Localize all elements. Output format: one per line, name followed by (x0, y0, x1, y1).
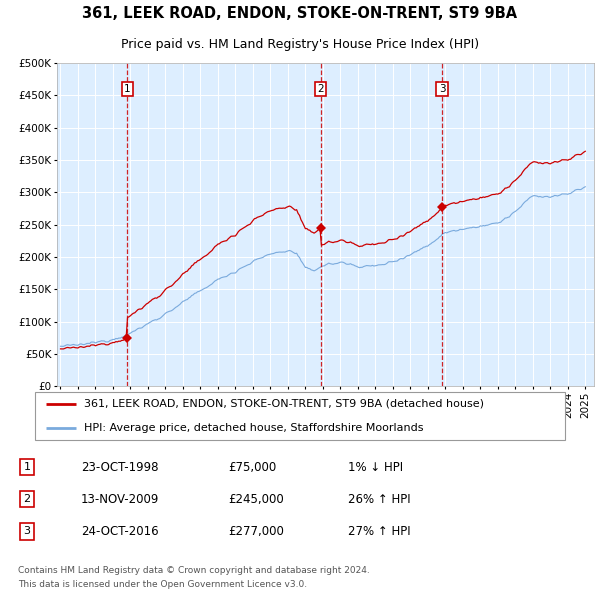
Text: 3: 3 (23, 526, 31, 536)
Text: 2: 2 (317, 84, 324, 94)
Text: This data is licensed under the Open Government Licence v3.0.: This data is licensed under the Open Gov… (18, 579, 307, 589)
Text: HPI: Average price, detached house, Staffordshire Moorlands: HPI: Average price, detached house, Staf… (84, 422, 424, 432)
Text: 361, LEEK ROAD, ENDON, STOKE-ON-TRENT, ST9 9BA (detached house): 361, LEEK ROAD, ENDON, STOKE-ON-TRENT, S… (84, 399, 484, 409)
Text: 13-NOV-2009: 13-NOV-2009 (81, 493, 160, 506)
Text: Contains HM Land Registry data © Crown copyright and database right 2024.: Contains HM Land Registry data © Crown c… (18, 566, 370, 575)
Text: £75,000: £75,000 (228, 461, 276, 474)
FancyBboxPatch shape (35, 392, 565, 440)
Text: 361, LEEK ROAD, ENDON, STOKE-ON-TRENT, ST9 9BA: 361, LEEK ROAD, ENDON, STOKE-ON-TRENT, S… (82, 6, 518, 21)
Text: 1: 1 (124, 84, 131, 94)
Text: 2: 2 (23, 494, 31, 504)
Text: 1: 1 (23, 462, 31, 472)
Text: Price paid vs. HM Land Registry's House Price Index (HPI): Price paid vs. HM Land Registry's House … (121, 38, 479, 51)
Text: 27% ↑ HPI: 27% ↑ HPI (348, 525, 410, 538)
Text: £277,000: £277,000 (228, 525, 284, 538)
Text: 3: 3 (439, 84, 445, 94)
Text: 26% ↑ HPI: 26% ↑ HPI (348, 493, 410, 506)
Text: 24-OCT-2016: 24-OCT-2016 (81, 525, 158, 538)
Text: 23-OCT-1998: 23-OCT-1998 (81, 461, 158, 474)
Text: 1% ↓ HPI: 1% ↓ HPI (348, 461, 403, 474)
Text: £245,000: £245,000 (228, 493, 284, 506)
